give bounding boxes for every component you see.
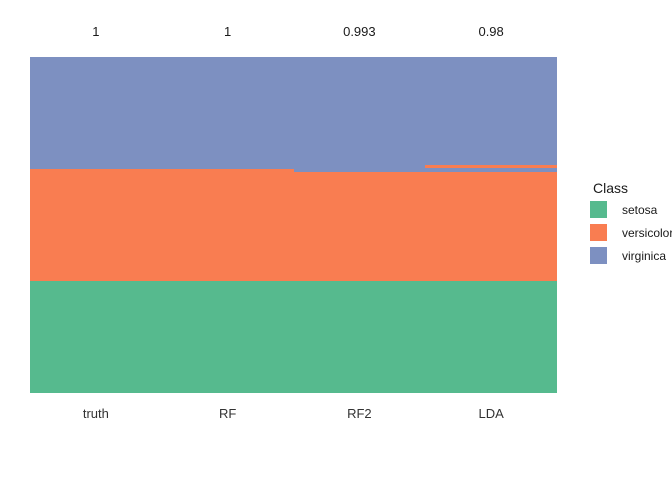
legend: Class setosa versicolor virginica [590,180,672,270]
accuracy-label-RF: 1 [224,24,232,39]
legend-label-versicolor: versicolor [622,225,672,240]
segment-LDA-1-versicolor [425,165,557,168]
accuracy-label-LDA: 0.98 [478,24,504,39]
bar-column-RF2 [293,57,426,393]
legend-swatch-virginica [590,247,607,264]
segment-truth-1-versicolor [30,168,162,281]
legend-label-setosa: setosa [622,202,658,217]
accuracy-label-RF2: 0.993 [343,24,376,39]
segment-RF-2-setosa [161,280,294,393]
legend-items: setosa versicolor virginica [590,201,672,264]
segment-RF2-0-virginica [293,57,426,172]
segment-RF2-2-setosa [293,280,426,393]
accuracy-label-truth: 1 [92,24,100,39]
legend-swatch-versicolor [590,224,607,241]
segment-truth-2-setosa [30,280,162,393]
x-axis-label-truth: truth [82,406,109,421]
x-axis-label-RF2: RF2 [347,406,372,421]
segment-RF-1-versicolor [161,168,294,281]
legend-item-virginica: virginica [590,247,672,264]
bar-column-RF [161,57,294,393]
segment-RF-0-virginica [161,57,294,169]
legend-title: Class [593,180,629,196]
x-axis-label-LDA: LDA [478,406,504,421]
legend-swatch-setosa [590,201,607,218]
legend-label-virginica: virginica [622,248,667,263]
segment-LDA-3-versicolor [425,172,557,281]
segment-LDA-0-virginica [425,57,557,166]
x-axis-label-RF: RF [218,406,237,421]
accuracy-labels-row: 1 1 0.993 0.98 [30,24,557,39]
bar-column-LDA [425,57,557,393]
segment-LDA-2-virginica [425,167,557,173]
segment-LDA-4-setosa [425,280,557,393]
segment-truth-0-virginica [30,57,162,169]
x-axis-labels-row: truth RF RF2 LDA [30,406,557,422]
legend-item-setosa: setosa [590,201,672,218]
bar-column-truth [30,57,162,393]
stacked-bar-plot [30,57,557,393]
segment-RF2-1-versicolor [293,171,426,281]
legend-item-versicolor: versicolor [590,224,672,241]
